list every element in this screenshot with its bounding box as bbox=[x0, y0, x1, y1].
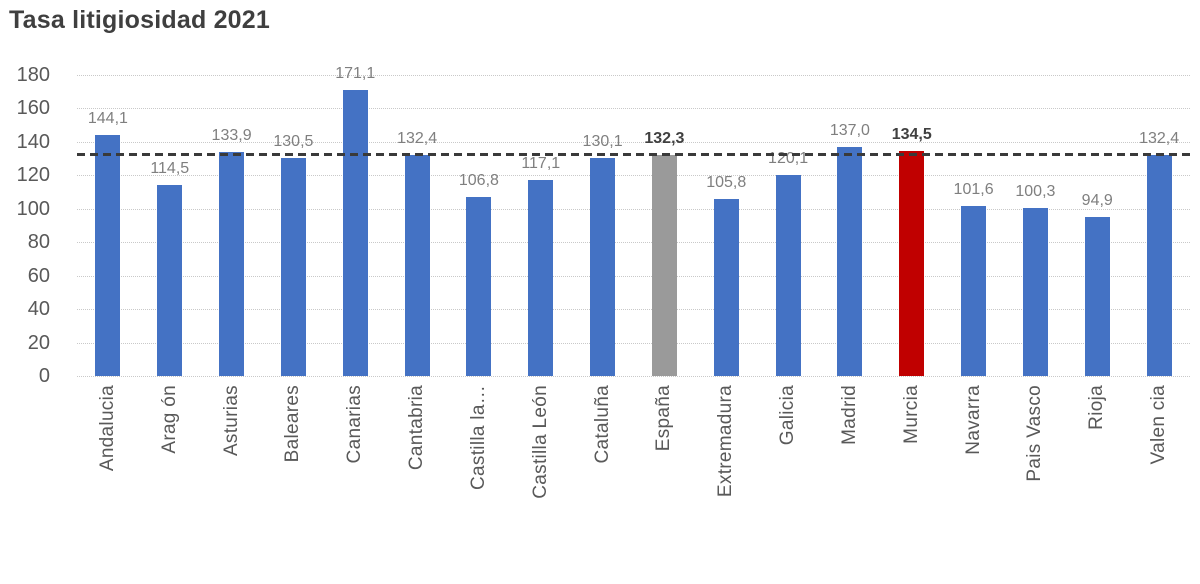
value-label-España: 132,3 bbox=[644, 129, 685, 147]
bar-Valen cia bbox=[1146, 154, 1172, 376]
y-axis-tick-label: 40 bbox=[27, 298, 50, 321]
value-label-Andalucia: 144,1 bbox=[87, 110, 128, 128]
gridline-80 bbox=[77, 242, 1190, 244]
x-axis-label-Baleares: Baleares bbox=[282, 385, 304, 463]
x-axis-label-Canarias: Canarias bbox=[344, 385, 366, 464]
value-label-Arag ón: 114,5 bbox=[150, 159, 190, 177]
gridline-20 bbox=[77, 342, 1190, 344]
bar-Rioja bbox=[1084, 217, 1110, 376]
gridline-180 bbox=[77, 75, 1190, 76]
y-axis-tick-label: 0 bbox=[38, 365, 50, 387]
gridline-140 bbox=[77, 141, 1190, 143]
value-label-Asturias: 133,9 bbox=[211, 127, 252, 145]
chart-title: Tasa litigiosidad 2021 bbox=[9, 6, 270, 34]
x-axis-label-Valen cia: Valen cia bbox=[1148, 385, 1170, 465]
value-label-Pais Vasco: 100,3 bbox=[1015, 183, 1056, 201]
gridline-100 bbox=[77, 208, 1190, 210]
bar-Arag ón bbox=[157, 184, 183, 376]
bar-España bbox=[651, 154, 677, 376]
y-axis-tick-label: 180 bbox=[16, 64, 50, 86]
bar-Pais Vasco bbox=[1022, 208, 1048, 376]
y-axis-tick-label: 120 bbox=[16, 164, 50, 187]
value-label-Extremadura: 105,8 bbox=[706, 174, 747, 192]
value-label-Valen cia: 132,4 bbox=[1139, 129, 1180, 147]
x-axis-label-Galicia: Galicia bbox=[777, 385, 799, 446]
bar-Andalucia bbox=[95, 135, 121, 376]
x-axis-label-Cantabria: Cantabria bbox=[406, 385, 428, 471]
bar-Castilla León bbox=[528, 180, 554, 376]
bar-Galicia bbox=[775, 175, 801, 376]
x-axis-label-Madrid: Madrid bbox=[838, 385, 860, 445]
bar-Extremadura bbox=[713, 199, 739, 376]
bar-Navarra bbox=[961, 206, 987, 376]
bar-Cantabria bbox=[404, 154, 430, 376]
x-axis-label-Rioja: Rioja bbox=[1086, 385, 1108, 430]
y-axis-tick-label: 100 bbox=[16, 197, 50, 220]
x-axis-label-Castilla la…: Castilla la… bbox=[467, 385, 489, 490]
bar-Baleares bbox=[280, 157, 306, 376]
bar-Cataluña bbox=[590, 158, 616, 376]
value-label-Castilla la…: 106,8 bbox=[458, 172, 499, 190]
value-label-Canarias: 171,1 bbox=[335, 64, 376, 82]
x-axis-label-Arag ón: Arag ón bbox=[158, 385, 180, 454]
x-axis-label-Extremadura: Extremadura bbox=[715, 385, 737, 498]
value-label-Rioja: 94,9 bbox=[1081, 192, 1113, 210]
reference-line bbox=[77, 153, 1190, 157]
gridline-120 bbox=[77, 175, 1190, 177]
x-axis-label-Pais Vasco: Pais Vasco bbox=[1024, 385, 1046, 482]
bar-Asturias bbox=[219, 152, 245, 376]
bar-Castilla la… bbox=[466, 197, 492, 376]
gridline-0 bbox=[77, 376, 1190, 377]
y-axis-tick-label: 20 bbox=[27, 331, 50, 354]
x-axis-label-Andalucia: Andalucia bbox=[96, 385, 118, 472]
y-axis-tick-label: 60 bbox=[27, 264, 50, 287]
y-axis-tick-label: 140 bbox=[16, 130, 50, 153]
y-axis-tick-label: 160 bbox=[16, 97, 50, 120]
value-label-Murcia: 134,5 bbox=[891, 126, 932, 144]
bar-Murcia bbox=[899, 151, 925, 376]
value-label-Cataluña: 130,1 bbox=[582, 133, 623, 151]
bar-Madrid bbox=[837, 146, 863, 376]
value-label-Navarra: 101,6 bbox=[953, 181, 994, 199]
gridline-40 bbox=[77, 309, 1190, 311]
gridline-160 bbox=[77, 108, 1190, 110]
value-label-Baleares: 130,5 bbox=[273, 132, 314, 150]
x-axis-label-Cataluña: Cataluña bbox=[591, 385, 613, 464]
value-label-Castilla León: 117,1 bbox=[521, 155, 561, 173]
x-axis-label-Castilla León: Castilla León bbox=[529, 385, 551, 499]
x-axis-label-Navarra: Navarra bbox=[962, 385, 984, 455]
gridline-60 bbox=[77, 275, 1190, 277]
value-label-Madrid: 137,0 bbox=[829, 121, 870, 139]
x-axis-label-Asturias: Asturias bbox=[220, 385, 242, 457]
x-axis-label-España: España bbox=[653, 385, 675, 452]
x-axis-label-Murcia: Murcia bbox=[900, 385, 922, 444]
y-axis-tick-label: 80 bbox=[27, 231, 50, 254]
bar-Canarias bbox=[342, 89, 368, 376]
value-label-Cantabria: 132,4 bbox=[397, 129, 438, 147]
